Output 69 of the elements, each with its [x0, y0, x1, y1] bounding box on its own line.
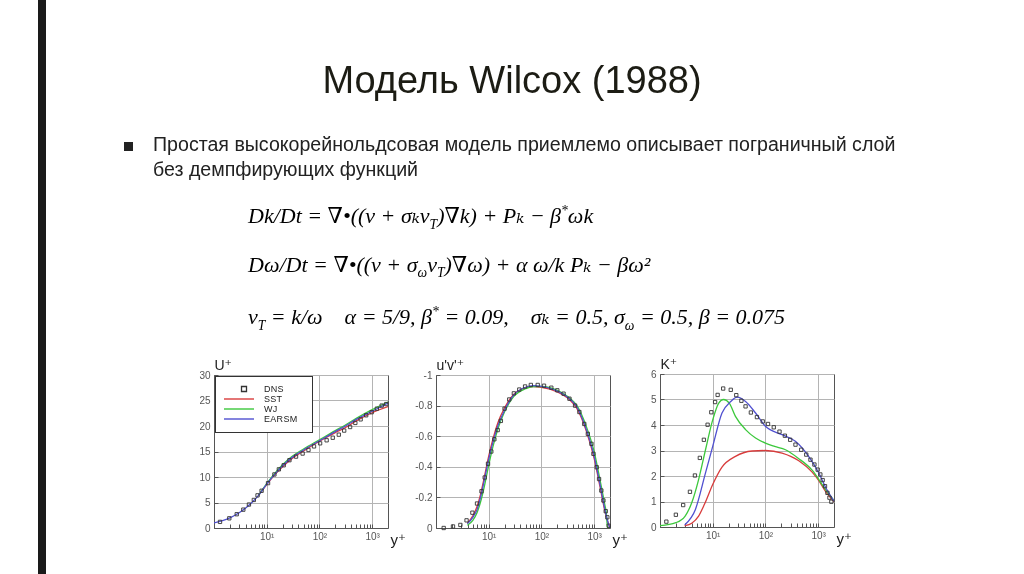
y-tick-label: 5 [650, 394, 657, 405]
y-tick-label: -0.2 [415, 491, 433, 503]
y-tick-label: 20 [199, 420, 211, 432]
text: ν$_{T}$ = k/ω α = 5/9, β$^{*}$ = 0.09, σₖ = 0.5, σ$_{ω}$ = 0.5, β = 0.075 [248, 304, 786, 334]
legend-label: WJ [264, 404, 278, 414]
y-tick-label: 10 [199, 471, 211, 483]
legend-label: DNS [264, 384, 284, 394]
point [364, 413, 369, 418]
point [369, 410, 374, 415]
text: Простая высокорейнольдсовая модель приемлемо описывает пограничный слой без демпфирующих функций [153, 132, 897, 182]
y-axis-title: u'v'⁺ [436, 356, 465, 373]
y-tick-label: -0.4 [415, 461, 433, 473]
point [306, 447, 311, 453]
point [234, 512, 239, 517]
point [259, 488, 264, 493]
x-axis-title: y⁺ [836, 529, 852, 547]
x-tick-label: 10² [534, 530, 550, 542]
y-tick-label: -0.6 [415, 430, 433, 442]
point [379, 403, 384, 408]
y-tick-label: 3 [650, 445, 657, 456]
legend-label: SST [264, 394, 283, 404]
x-tick-label: 10¹ [705, 529, 722, 541]
y-tick-label: 2 [650, 470, 657, 482]
point [300, 451, 305, 456]
x-tick-label: 10² [312, 530, 328, 542]
x-tick-label: 10³ [587, 530, 603, 542]
point [227, 516, 232, 521]
point [276, 467, 281, 472]
point [330, 435, 335, 440]
point [347, 424, 353, 430]
point [265, 481, 271, 486]
y-axis-title: U⁺ [214, 356, 232, 373]
x-tick-label: 10³ [365, 530, 381, 542]
y-tick-label: 15 [199, 446, 211, 457]
x-tick-label: 10¹ [259, 530, 276, 542]
point [324, 438, 329, 443]
point [255, 493, 260, 498]
y-tick-label: 6 [650, 368, 657, 380]
point [374, 406, 379, 411]
point [251, 497, 256, 503]
y-tick-label: 1 [650, 496, 657, 507]
x-tick-label: 10² [758, 529, 774, 541]
x-axis-title: y⁺ [612, 530, 628, 548]
y-tick-label: 30 [199, 369, 211, 381]
y-tick-label: 4 [650, 419, 657, 431]
y-tick-label: -0.8 [415, 400, 433, 412]
x-tick-label: 10³ [811, 529, 827, 541]
x-tick-label: 10¹ [481, 530, 498, 542]
point [342, 428, 347, 433]
y-tick-label: 5 [204, 497, 211, 508]
point [272, 472, 277, 477]
text: Dω/Dt = ∇•((ν + σ$_{ω}$ν$_{T}$)∇ω) + α ω/k Pₖ − βω² [248, 252, 651, 282]
y-tick-label: 25 [199, 395, 211, 406]
point [384, 401, 389, 407]
y-tick-label: 0 [650, 521, 657, 533]
text: Модель Wilcox (1988) [321, 59, 703, 102]
legend-label: EARSM [264, 414, 298, 424]
x-axis-title: y⁺ [390, 530, 406, 548]
y-tick-label: 0 [204, 522, 211, 534]
y-tick-label: -1 [423, 369, 433, 381]
point [293, 454, 299, 459]
y-tick-label: 0 [426, 522, 433, 534]
y-axis-title: K⁺ [660, 355, 678, 372]
point [336, 432, 341, 437]
point [358, 417, 363, 422]
point [353, 420, 358, 426]
point [311, 444, 317, 449]
text: Dk/Dt = ∇•((ν + σₖν$_{T}$)∇k) + Pₖ − β$^{*}$ωk [248, 203, 594, 233]
point [317, 441, 323, 446]
